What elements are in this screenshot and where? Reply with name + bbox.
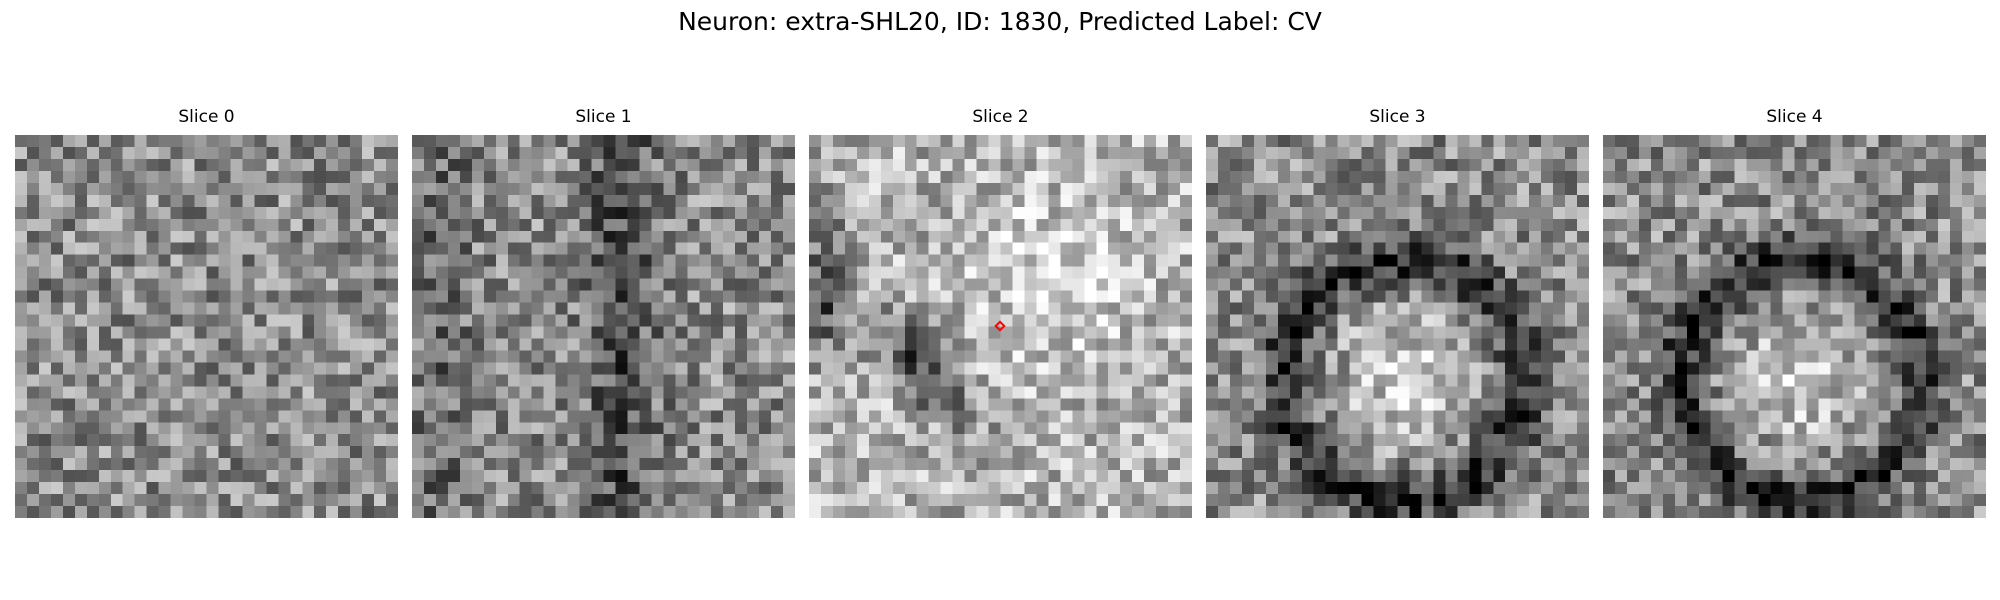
slice-panel-1: Slice 1: [412, 105, 795, 518]
slice-panel-0: Slice 0: [15, 105, 398, 518]
slice-panel-4: Slice 4: [1603, 105, 1986, 518]
slice-title-4: Slice 4: [1766, 107, 1823, 127]
slice-title-1: Slice 1: [575, 107, 632, 127]
slice-title-2: Slice 2: [972, 107, 1029, 127]
slice-title-3: Slice 3: [1369, 107, 1426, 127]
slice-title-0: Slice 0: [178, 107, 235, 127]
slice-image-4: [1603, 135, 1986, 518]
slice-image-3: [1206, 135, 1589, 518]
slice-panel-2: Slice 2: [809, 105, 1192, 518]
slice-image-1: [412, 135, 795, 518]
slice-image-2: [809, 135, 1192, 518]
figure-title: Neuron: extra-SHL20, ID: 1830, Predicted…: [678, 7, 1322, 36]
slice-panel-3: Slice 3: [1206, 105, 1589, 518]
slice-image-0: [15, 135, 398, 518]
